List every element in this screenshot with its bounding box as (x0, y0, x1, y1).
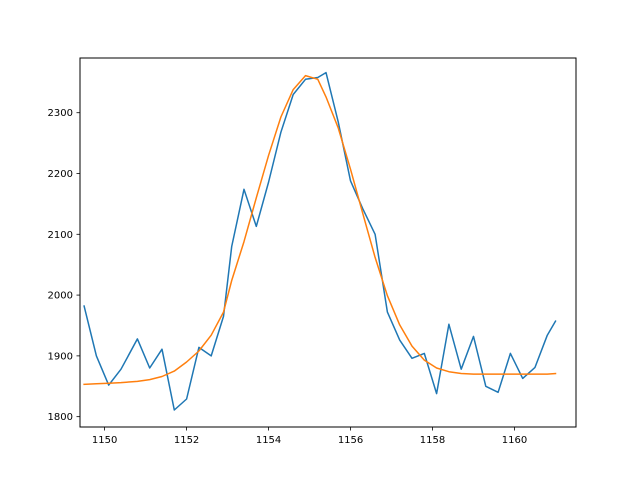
x-tick-label: 1158 (420, 435, 445, 446)
x-tick-label: 1154 (256, 435, 281, 446)
x-tick-label: 1152 (174, 435, 199, 446)
x-tick-label: 1150 (92, 435, 117, 446)
x-tick-label: 1160 (502, 435, 527, 446)
y-tick-label: 1800 (48, 412, 73, 423)
plot-frame (79, 57, 577, 428)
y-tick-label: 2300 (48, 108, 73, 119)
series-2-line (83, 74, 557, 386)
y-tick-label: 2000 (48, 291, 73, 302)
series-lines (83, 71, 557, 411)
y-tick-label: 1900 (48, 351, 73, 362)
y-tick-label: 2100 (48, 230, 73, 241)
y-axis: 1800 1900 2000 2100 2200 2300 (48, 108, 80, 423)
y-tick-label: 2200 (48, 169, 73, 180)
x-axis: 1150 1152 1154 1156 1158 1160 (92, 427, 527, 446)
x-tick-label: 1156 (338, 435, 363, 446)
series-1-line (83, 71, 557, 411)
